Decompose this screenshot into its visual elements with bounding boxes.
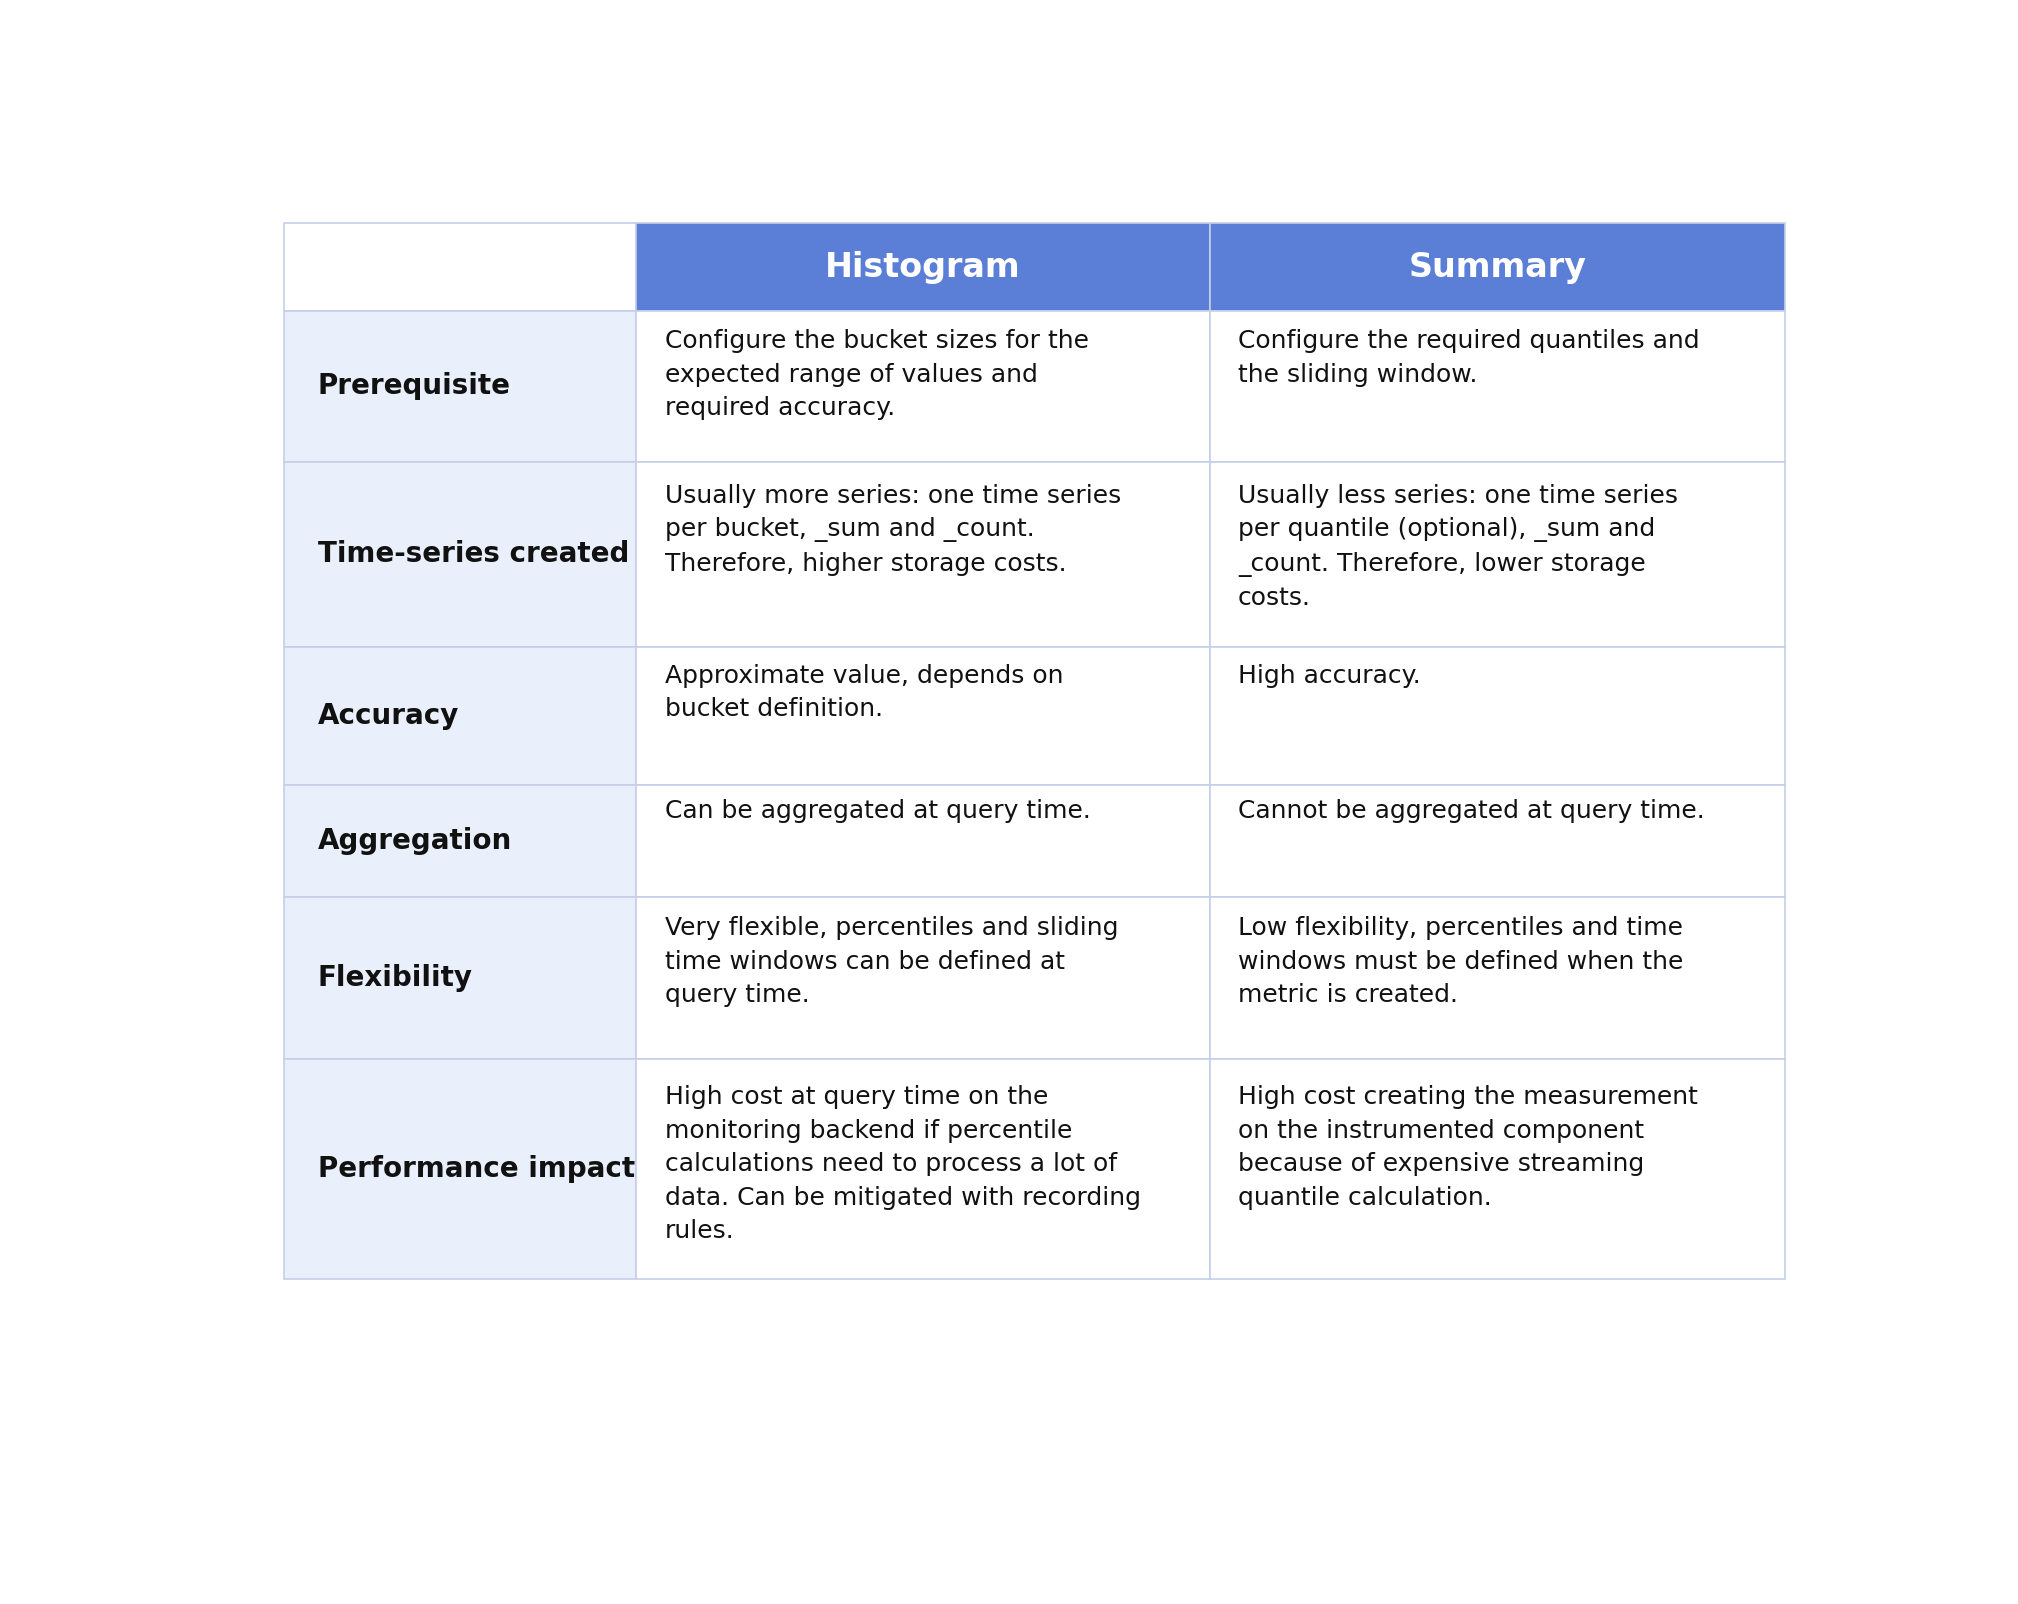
FancyBboxPatch shape [283,311,636,462]
FancyBboxPatch shape [1211,897,1784,1059]
Text: Performance impact: Performance impact [319,1155,636,1184]
FancyBboxPatch shape [283,786,636,897]
FancyBboxPatch shape [636,646,1211,786]
FancyBboxPatch shape [1211,646,1784,786]
FancyBboxPatch shape [636,223,1211,311]
Text: Configure the required quantiles and
the sliding window.: Configure the required quantiles and the… [1237,329,1699,387]
Text: Accuracy: Accuracy [319,703,460,730]
Text: High cost creating the measurement
on the instrumented component
because of expe: High cost creating the measurement on th… [1237,1086,1697,1209]
FancyBboxPatch shape [636,311,1211,462]
FancyBboxPatch shape [283,462,636,646]
FancyBboxPatch shape [636,1059,1211,1280]
FancyBboxPatch shape [283,897,636,1059]
FancyBboxPatch shape [283,223,636,311]
Text: Flexibility: Flexibility [319,964,472,991]
Text: Very flexible, percentiles and sliding
time windows can be defined at
query time: Very flexible, percentiles and sliding t… [664,916,1118,1007]
Text: Aggregation: Aggregation [319,828,513,855]
Text: Configure the bucket sizes for the
expected range of values and
required accurac: Configure the bucket sizes for the expec… [664,329,1088,420]
Text: Approximate value, depends on
bucket definition.: Approximate value, depends on bucket def… [664,664,1063,722]
Text: Histogram: Histogram [825,250,1021,284]
FancyBboxPatch shape [636,786,1211,897]
Text: High cost at query time on the
monitoring backend if percentile
calculations nee: High cost at query time on the monitorin… [664,1086,1140,1243]
Text: Time-series created: Time-series created [319,541,630,568]
FancyBboxPatch shape [636,462,1211,646]
FancyBboxPatch shape [1211,786,1784,897]
FancyBboxPatch shape [636,897,1211,1059]
Text: Usually less series: one time series
per quantile (optional), _sum and
_count. T: Usually less series: one time series per… [1237,484,1679,610]
Text: Prerequisite: Prerequisite [319,372,511,401]
FancyBboxPatch shape [1211,311,1784,462]
FancyBboxPatch shape [1211,1059,1784,1280]
FancyBboxPatch shape [1211,462,1784,646]
Text: Can be aggregated at query time.: Can be aggregated at query time. [664,799,1090,823]
FancyBboxPatch shape [1211,223,1784,311]
Text: High accuracy.: High accuracy. [1237,664,1421,688]
Text: Summary: Summary [1409,250,1586,284]
Text: Usually more series: one time series
per bucket, _sum and _count.
Therefore, hig: Usually more series: one time series per… [664,484,1120,576]
FancyBboxPatch shape [283,646,636,786]
FancyBboxPatch shape [283,1059,636,1280]
Text: Low flexibility, percentiles and time
windows must be defined when the
metric is: Low flexibility, percentiles and time wi… [1237,916,1683,1007]
Text: Cannot be aggregated at query time.: Cannot be aggregated at query time. [1237,799,1705,823]
